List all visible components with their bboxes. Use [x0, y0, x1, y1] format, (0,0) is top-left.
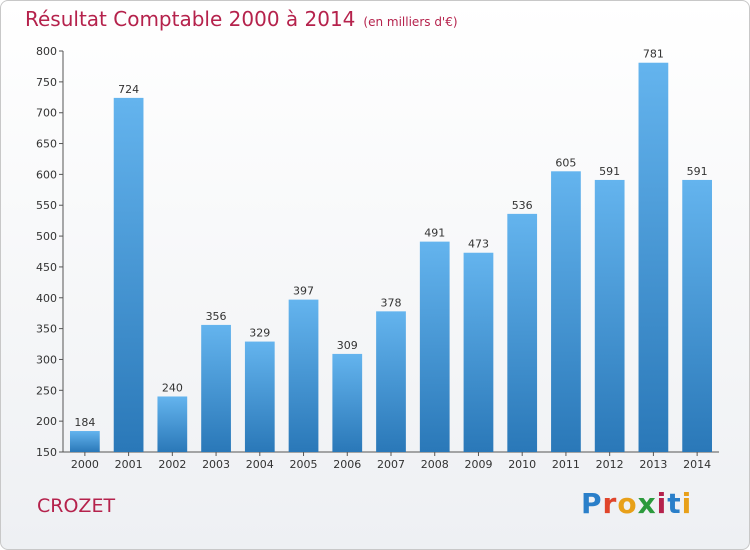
- logo-letter: x: [637, 487, 657, 520]
- bars: 184 724 240 356 329 397 309 378 491 473 536 605 591 7…: [69, 48, 713, 453]
- bar-value-label: 491: [424, 227, 445, 240]
- logo-letter: i: [656, 487, 668, 520]
- x-tick-label: 2012: [596, 458, 624, 471]
- bar-value-label: 473: [468, 238, 489, 251]
- y-tick-label: 500: [36, 230, 57, 243]
- y-tick-label: 450: [36, 261, 57, 274]
- bar-value-label: 378: [381, 296, 402, 309]
- x-tick-label: 2009: [464, 458, 492, 471]
- y-tick-label: 150: [36, 446, 57, 459]
- bar: [463, 252, 494, 452]
- bar-value-label: 184: [74, 416, 95, 429]
- bar: [376, 311, 406, 452]
- x-tick-label: 2007: [377, 458, 405, 471]
- bar: [332, 353, 363, 452]
- y-tick-label: 750: [36, 76, 57, 89]
- y-tick-label: 650: [36, 138, 57, 151]
- bar: [638, 62, 669, 453]
- x-tick-label: 2005: [290, 458, 318, 471]
- chart-title-text: Résultat Comptable 2000 à 2014: [25, 7, 356, 31]
- bar-value-label: 781: [643, 48, 664, 61]
- x-axis: 2000 2001 2002 2003 2004 2005 2006 2007 2008 2009…: [71, 452, 711, 471]
- x-tick-label: 2014: [683, 458, 711, 471]
- bar: [419, 241, 450, 452]
- y-tick-label: 600: [36, 168, 57, 181]
- bar-value-label: 329: [249, 327, 270, 340]
- bar: [113, 97, 144, 452]
- bar-value-label: 724: [118, 83, 139, 96]
- x-tick-label: 2000: [71, 458, 99, 471]
- y-tick-label: 700: [36, 107, 57, 120]
- proxiti-logo: Proxiti: [581, 487, 692, 520]
- y-tick-label: 400: [36, 292, 57, 305]
- x-tick-label: 2002: [158, 458, 186, 471]
- bar-value-label: 240: [162, 381, 183, 394]
- bar-value-label: 605: [555, 156, 576, 169]
- x-tick-label: 2003: [202, 458, 230, 471]
- bar: [157, 396, 188, 452]
- chart-subtitle: (en milliers d'€): [363, 15, 458, 29]
- x-tick-label: 2004: [246, 458, 274, 471]
- bar: [244, 341, 275, 452]
- bar-value-label: 591: [687, 165, 708, 178]
- logo-letter: i: [681, 487, 693, 520]
- bar: [288, 299, 319, 452]
- chart-title: Résultat Comptable 2000 à 2014 (en millie…: [25, 7, 458, 31]
- y-tick-label: 550: [36, 199, 57, 212]
- bar: [69, 431, 100, 452]
- x-tick-label: 2001: [115, 458, 143, 471]
- x-tick-label: 2013: [639, 458, 667, 471]
- x-tick-label: 2006: [333, 458, 361, 471]
- place-name: CROZET: [37, 495, 116, 517]
- logo-letter: P: [581, 487, 603, 520]
- bar-value-label: 356: [206, 310, 227, 323]
- y-tick-label: 200: [36, 415, 57, 428]
- logo-letter: r: [602, 487, 618, 520]
- bar: [682, 179, 713, 452]
- x-tick-label: 2011: [552, 458, 580, 471]
- bar-value-label: 309: [337, 339, 358, 352]
- bar: [594, 179, 625, 452]
- bar-value-label: 591: [599, 165, 620, 178]
- bar: [551, 171, 581, 453]
- bar-value-label: 536: [512, 199, 533, 212]
- y-tick-label: 300: [36, 353, 57, 366]
- bar-value-label: 397: [293, 285, 314, 298]
- bar: [201, 324, 231, 452]
- logo-letter: o: [617, 487, 638, 520]
- x-tick-label: 2008: [421, 458, 449, 471]
- x-tick-label: 2010: [508, 458, 536, 471]
- y-tick-label: 250: [36, 384, 57, 397]
- bar: [507, 213, 538, 452]
- y-tick-label: 350: [36, 323, 57, 336]
- y-tick-label: 800: [36, 45, 57, 58]
- logo-letter: t: [667, 487, 682, 520]
- y-axis: 150 200 250 300 350 400 450 500 550 600 650 700 750 8…: [36, 45, 719, 459]
